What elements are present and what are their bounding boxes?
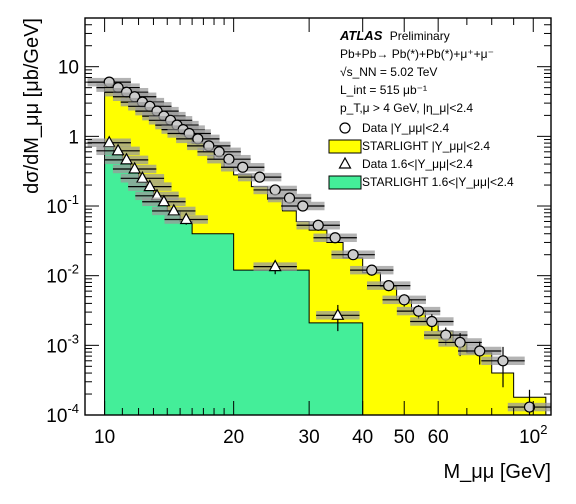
legend-swatch [328,175,362,190]
circle-marker [474,345,486,357]
experiment-label: ATLAS Preliminary [339,28,450,43]
circle-marker [254,171,266,183]
y-tick-label: 1 [68,127,79,148]
circle-marker [223,153,235,165]
circle-marker [269,184,281,196]
legend-circle-marker [339,122,351,134]
annotation: ATLAS Preliminary Pb+Pb→ Pb(*)+Pb(*)+μ⁺+… [339,28,494,115]
x-tick-label: 20 [223,427,244,448]
triangle-marker [128,161,142,174]
legend-label: STARLIGHT 1.6<|Y_μμ|<2.4 [362,175,514,189]
x-axis-title: M_μμ [GeV] [443,461,551,483]
circle-marker [454,336,466,349]
legend-label: Data |Y_μμ|<2.4 [362,121,449,135]
y-tick-label: 10-2 [46,262,79,288]
triangle-marker [120,152,134,165]
y-tick-label: 10-4 [46,401,79,427]
circle-marker [297,200,309,212]
x-tick-label: 50 [394,427,415,448]
circle-marker [283,192,296,204]
triangle-marker [143,179,157,192]
luminosity-label: L_int = 515 μb⁻¹ [340,83,427,97]
y-tick-label: 10-1 [46,192,79,218]
circle-marker [426,315,438,328]
circle-marker [329,232,341,244]
circle-marker [237,161,249,173]
triangle-marker [111,143,125,156]
triangle-marker [167,203,181,216]
x-tick-label: 40 [352,427,373,448]
y-tick-label: 10-3 [46,331,79,357]
x-tick-label: 102 [519,422,547,448]
cuts-label: p_T,μ > 4 GeV, |η_μ|<2.4 [340,101,473,115]
x-tick-label: 30 [299,427,320,448]
legend: Data |Y_μμ|<2.4 STARLIGHT |Y_μμ|<2.4 Data … [328,121,514,190]
triangle-marker [179,212,193,225]
y-tick-label: 10 [58,58,79,79]
energy-label: √s_NN = 5.02 TeV [340,65,437,79]
triangle-marker [268,259,282,272]
circle-marker [347,249,359,261]
legend-swatch [328,139,362,154]
y-axis-title: dσ/dM_μμ [μb/GeV] [21,18,43,194]
triangle-marker [135,171,149,183]
circle-marker [366,264,378,276]
triangle-marker [331,308,345,320]
x-tick-label: 60 [428,427,449,448]
circle-marker [523,401,536,413]
legend-label: Data 1.6<|Y_μμ|<2.4 [362,157,473,171]
circle-marker [383,280,395,292]
legend-label: STARLIGHT |Y_μμ|<2.4 [362,139,490,153]
x-tick-label: 10 [94,427,115,448]
axes: 10-4 10-3 10-2 10-1 1 10 10 20 30 40 50 60 102 M_μμ [… [21,17,552,483]
process-label: Pb+Pb→ Pb(*)+Pb(*)+μ⁺+μ⁻ [340,47,494,61]
circle-marker [497,355,509,367]
data-points [87,76,551,415]
triangle-marker [157,194,171,207]
circle-marker [412,305,425,317]
circle-marker [398,294,410,306]
circle-marker [312,219,324,231]
legend-triangle-marker [338,156,352,169]
